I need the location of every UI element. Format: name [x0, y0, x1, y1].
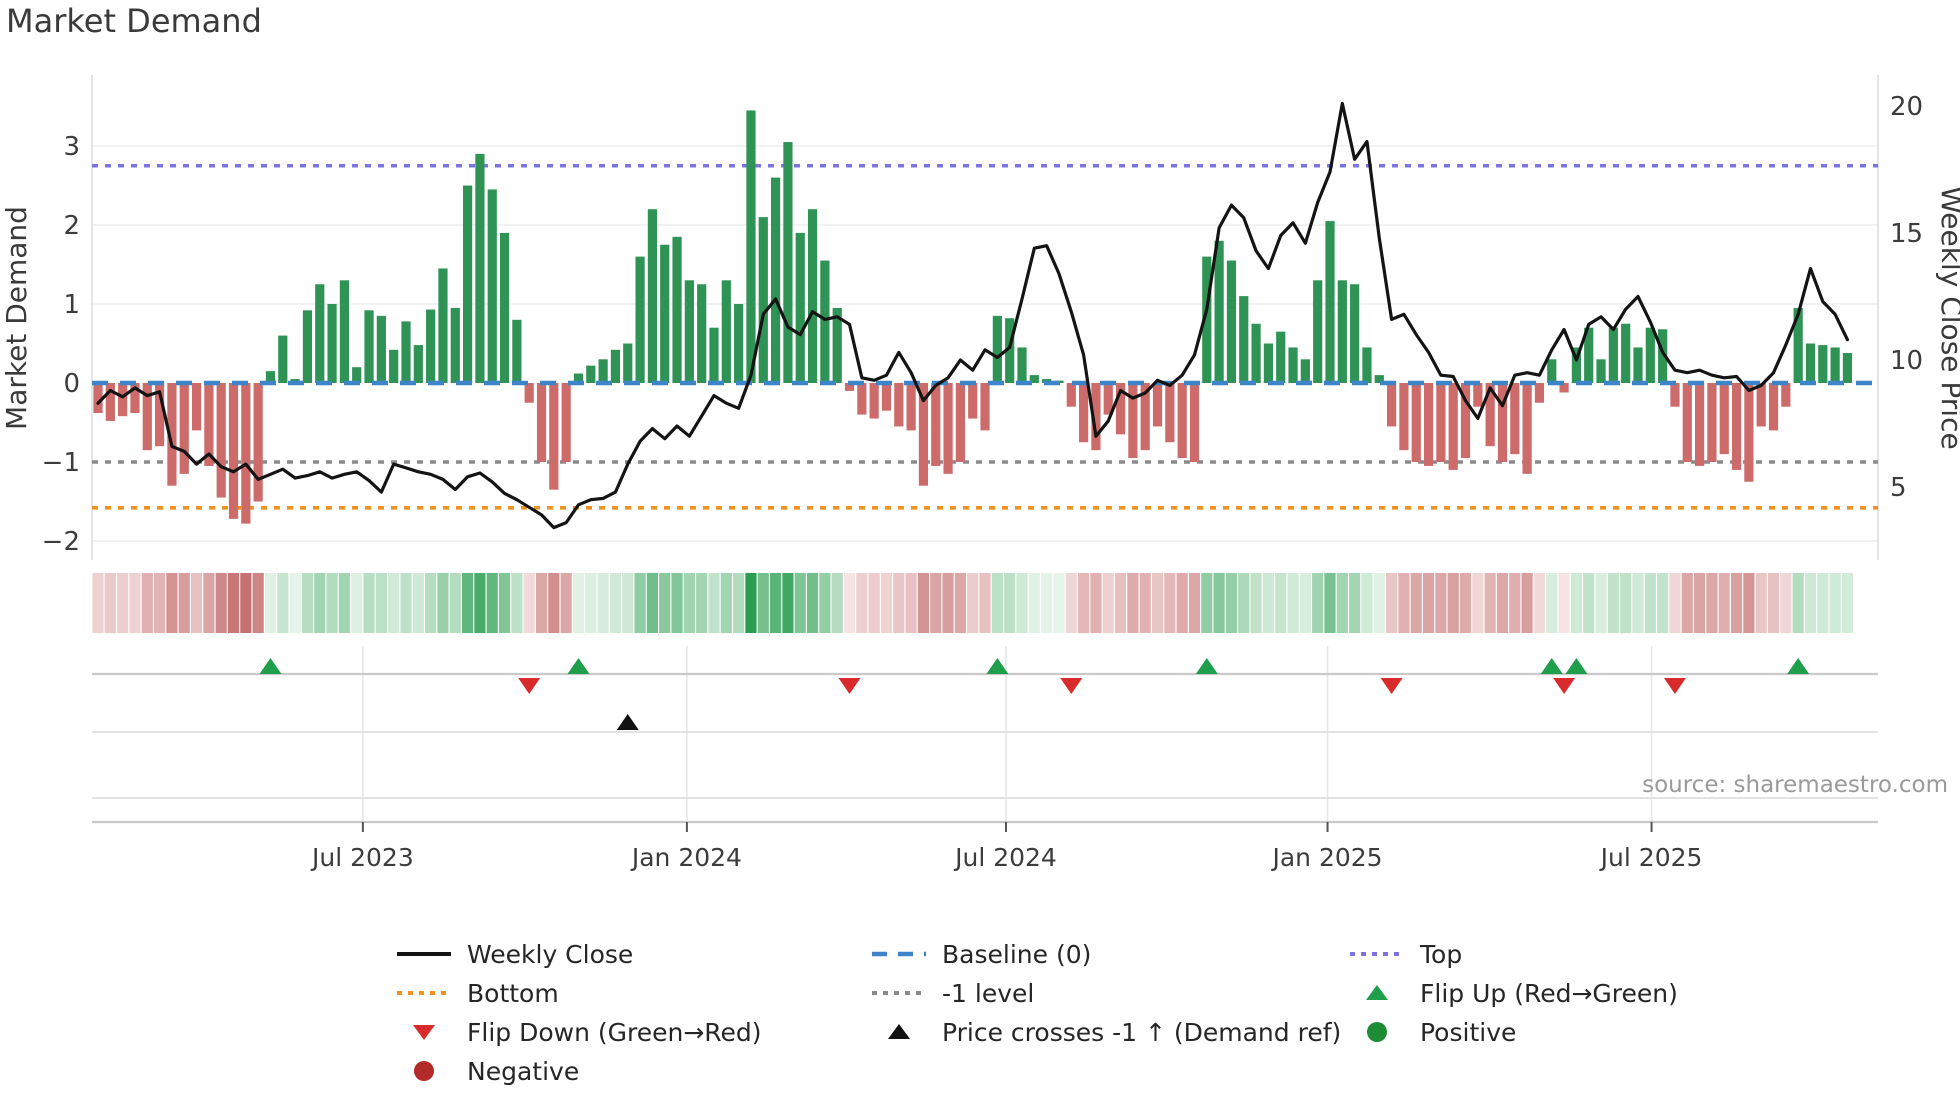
- flip-up-marker: [259, 658, 282, 674]
- flip-down-marker: [1553, 678, 1576, 694]
- legend-label: Baseline (0): [942, 939, 1092, 969]
- legend-label: Top: [1420, 939, 1463, 969]
- legend-item-top: Top: [1348, 938, 1462, 970]
- svg-text:5: 5: [1890, 473, 1907, 503]
- legend-item-price-cross: Price crosses -1 ↑ (Demand ref): [870, 1016, 1341, 1048]
- source-text: source: sharemaestro.com: [1642, 772, 1948, 798]
- negative-dot-icon: [395, 1059, 453, 1083]
- svg-text:1: 1: [63, 290, 80, 320]
- legend-item-minus-1-level: -1 level: [870, 977, 1034, 1009]
- flip-down-marker: [518, 678, 541, 694]
- legend-label: Flip Down (Green→Red): [467, 1017, 762, 1047]
- right-axis-label: Weekly Close Price: [1935, 186, 1960, 449]
- legend-item-flip-up: Flip Up (Red→Green): [1348, 977, 1678, 1009]
- flip-up-marker: [567, 658, 590, 674]
- demand-bars: [93, 110, 1853, 524]
- flip-up-marker: [1195, 658, 1218, 674]
- svg-text:20: 20: [1890, 92, 1923, 122]
- page-title: Market Demand: [6, 2, 262, 40]
- flip-up-marker: [1565, 658, 1588, 674]
- flip-up-triangle-icon: [1348, 983, 1406, 1003]
- bottom-dotted-line-icon: [395, 989, 453, 997]
- legend-item-flip-down: Flip Down (Green→Red): [395, 1016, 762, 1048]
- positive-dot-icon: [1348, 1020, 1406, 1044]
- svg-text:Jul 2024: Jul 2024: [953, 843, 1057, 872]
- svg-text:3: 3: [63, 132, 80, 162]
- svg-text:Jul 2023: Jul 2023: [310, 843, 414, 872]
- event-markers: [259, 658, 1810, 730]
- svg-text:−2: −2: [42, 527, 80, 557]
- legend-item-negative: Negative: [395, 1055, 579, 1087]
- svg-text:0: 0: [63, 369, 80, 399]
- flip-up-marker: [1787, 658, 1810, 674]
- legend-item-weekly-close: Weekly Close: [395, 938, 633, 970]
- legend-item-bottom: Bottom: [395, 977, 559, 1009]
- weekly-close-line-icon: [395, 950, 453, 958]
- flip-down-triangle-icon: [395, 1022, 453, 1042]
- svg-text:10: 10: [1890, 346, 1923, 376]
- flip-up-marker: [986, 658, 1009, 674]
- legend-item-positive: Positive: [1348, 1016, 1516, 1048]
- legend-label: Negative: [467, 1056, 580, 1086]
- legend-item-baseline: Baseline (0): [870, 938, 1091, 970]
- left-axis-label: Market Demand: [0, 206, 33, 430]
- svg-text:Jan 2024: Jan 2024: [630, 843, 742, 872]
- baseline-dashed-line-icon: [870, 950, 928, 958]
- legend-label: Bottom: [467, 978, 559, 1008]
- legend-label: -1 level: [942, 978, 1035, 1008]
- flip-up-marker: [1540, 658, 1563, 674]
- svg-text:Jan 2025: Jan 2025: [1270, 843, 1382, 872]
- svg-text:2: 2: [63, 211, 80, 241]
- flip-down-marker: [838, 678, 861, 694]
- demand-heatmap-strip: [92, 573, 1854, 633]
- legend-label: Flip Up (Red→Green): [1420, 978, 1678, 1008]
- legend-label: Positive: [1420, 1017, 1517, 1047]
- flip-down-marker: [1060, 678, 1083, 694]
- top-dotted-line-icon: [1348, 950, 1406, 958]
- svg-text:15: 15: [1890, 219, 1923, 249]
- flip-down-marker: [1663, 678, 1686, 694]
- legend-label: Price crosses -1 ↑ (Demand ref): [942, 1017, 1342, 1047]
- minus-1-dotted-line-icon: [870, 989, 928, 997]
- price-cross-marker: [616, 714, 639, 730]
- svg-text:−1: −1: [42, 448, 80, 478]
- legend-label: Weekly Close: [467, 939, 634, 969]
- flip-down-marker: [1380, 678, 1403, 694]
- price-cross-triangle-icon: [870, 1022, 928, 1042]
- svg-text:Jul 2025: Jul 2025: [1599, 843, 1703, 872]
